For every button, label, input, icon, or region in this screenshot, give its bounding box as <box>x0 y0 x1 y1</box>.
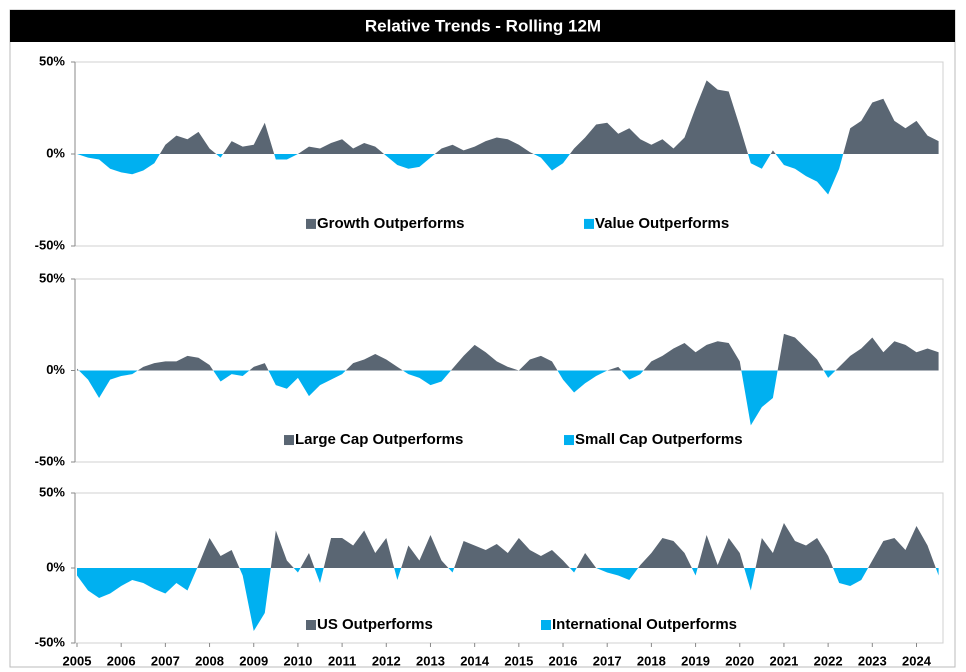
x-tick-label: 2021 <box>769 653 798 668</box>
legend-marker <box>284 435 294 446</box>
x-tick-label: 2007 <box>151 653 180 668</box>
legend-marker <box>564 435 574 446</box>
x-tick-label: 2016 <box>549 653 578 668</box>
legend-label: US Outperforms <box>317 616 433 633</box>
x-tick-label: 2009 <box>239 653 268 668</box>
y-tick-label: 50% <box>39 53 65 68</box>
y-tick-label: 0% <box>46 362 65 377</box>
area <box>77 80 939 195</box>
x-tick-label: 2014 <box>460 653 490 668</box>
legend-label: International Outperforms <box>552 616 737 633</box>
y-tick-label: 0% <box>46 559 65 574</box>
x-tick-label: 2023 <box>858 653 887 668</box>
x-tick-label: 2019 <box>681 653 710 668</box>
x-tick-label: 2024 <box>902 653 932 668</box>
legend-marker <box>584 218 594 229</box>
area <box>77 523 939 631</box>
x-tick-label: 2015 <box>504 653 533 668</box>
title-bar <box>10 10 955 42</box>
x-tick-label: 2008 <box>195 653 224 668</box>
legend-label: Value Outperforms <box>595 215 729 232</box>
x-tick-label: 2010 <box>283 653 312 668</box>
y-tick-label: 0% <box>46 145 65 160</box>
x-tick-label: 2005 <box>63 653 92 668</box>
y-tick-label: -50% <box>35 237 66 252</box>
y-tick-label: -50% <box>35 453 66 468</box>
x-tick-label: 2018 <box>637 653 666 668</box>
x-tick-label: 2006 <box>107 653 136 668</box>
y-tick-label: -50% <box>35 634 66 649</box>
y-tick-label: 50% <box>39 484 65 499</box>
chart-title: Relative Trends - Rolling 12M <box>365 16 601 35</box>
y-tick-label: 50% <box>39 270 65 285</box>
legend-label: Growth Outperforms <box>317 215 465 232</box>
legend-marker <box>541 620 551 630</box>
legend-marker <box>306 218 316 229</box>
x-tick-label: 2013 <box>416 653 445 668</box>
x-tick-label: 2022 <box>814 653 843 668</box>
area <box>77 333 939 426</box>
x-tick-label: 2020 <box>725 653 754 668</box>
legend-label: Large Cap Outperforms <box>295 431 463 448</box>
legend-label: Small Cap Outperforms <box>575 431 743 448</box>
x-tick-label: 2017 <box>593 653 622 668</box>
legend-marker <box>306 620 316 630</box>
x-tick-label: 2012 <box>372 653 401 668</box>
x-tick-label: 2011 <box>328 653 356 668</box>
